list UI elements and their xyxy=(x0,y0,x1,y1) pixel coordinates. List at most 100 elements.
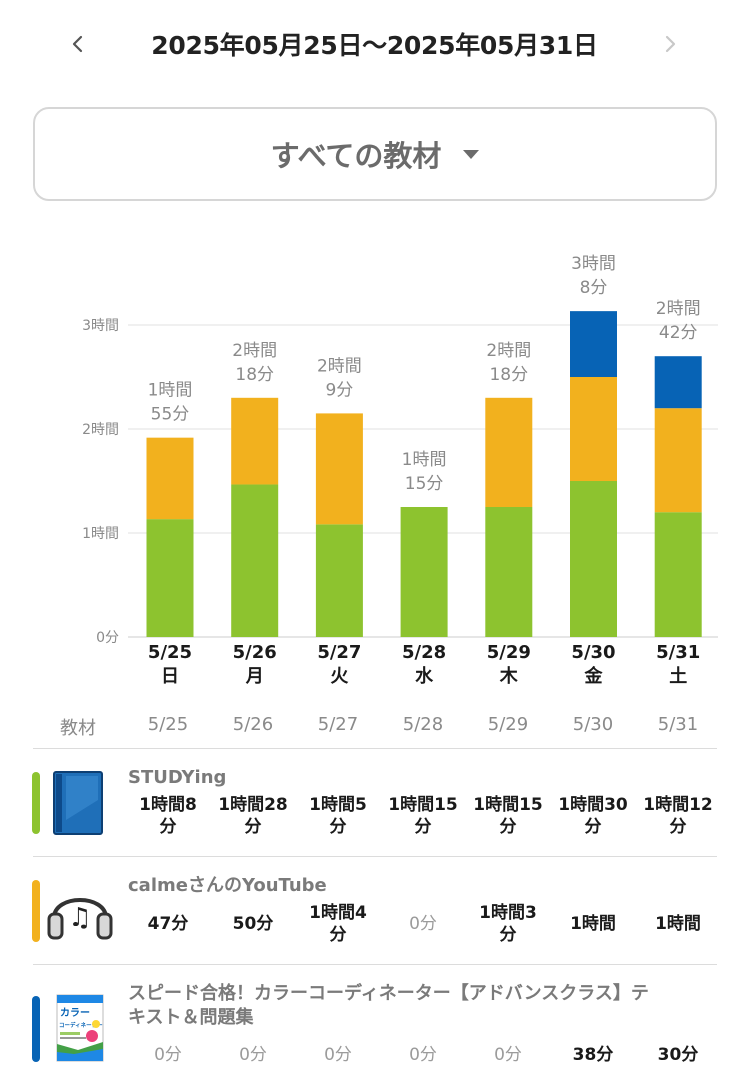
bar-segment xyxy=(146,519,194,637)
table-header-date: 5/31 xyxy=(657,714,699,735)
bar-total-label: 15分 xyxy=(405,474,444,494)
material-row-youtube[interactable]: ♫ calmeさんのYouTube 47分 50分 1時間4 分 0分 1時間3 分… xyxy=(0,866,749,964)
time-cell: 47分 xyxy=(147,914,189,934)
time-cell: 1時間3 分 xyxy=(479,903,537,945)
bar-segment xyxy=(485,397,533,507)
svg-text:カラー: カラー xyxy=(60,1007,90,1019)
x-tick-weekday: 土 xyxy=(669,666,687,687)
table-header: 教材 5/25 5/26 5/27 5/28 5/29 5/30 5/31 xyxy=(0,706,749,746)
bar-segment xyxy=(570,481,617,637)
material-row-studying[interactable]: STUDYing 1時間8 分 1時間28 分 1時間5 分 1時間15 分 1時間15… xyxy=(0,758,749,856)
material-title: スピード合格！カラーコーディネーター【アドバンスクラス】テ キスト＆問題集 xyxy=(128,983,649,1028)
y-tick-label: 1時間 xyxy=(82,526,119,542)
bar-segment xyxy=(654,408,702,513)
bar-segment xyxy=(654,356,702,409)
table-header-date: 5/27 xyxy=(317,714,359,735)
material-row-textbook[interactable]: カラー コーディネーター スピード合格！カラーコーディネーター【アドバンスクラス… xyxy=(0,974,749,1084)
x-tick-label: 5/28 xyxy=(402,642,446,663)
time-cell: 50分 xyxy=(232,914,274,934)
bar-segment xyxy=(654,512,702,637)
x-tick-weekday: 木 xyxy=(499,665,519,687)
bar-segment xyxy=(315,413,363,525)
time-cell: 1時間15 分 xyxy=(473,795,543,837)
y-tick-label: 3時間 xyxy=(82,318,119,334)
time-cell: 1時間28 分 xyxy=(218,795,288,837)
x-tick-weekday: 金 xyxy=(584,665,604,687)
time-cell: 1時間 xyxy=(570,914,616,934)
bar-total-label: 3時間 xyxy=(571,254,616,274)
table-header-date: 5/25 xyxy=(147,714,189,735)
table-header-date: 5/29 xyxy=(487,714,529,735)
bar-segment xyxy=(315,524,363,637)
bar-total-label: 1時間 xyxy=(402,450,447,470)
bar-total-label: 2時間 xyxy=(232,341,277,361)
bar-total-label: 1時間 xyxy=(148,381,193,401)
time-cell: 1時間30 分 xyxy=(558,795,628,837)
caret-down-icon xyxy=(463,149,480,159)
week-header: 2025年05月25日〜2025年05月31日 xyxy=(0,0,749,88)
chevron-left-icon xyxy=(72,35,83,53)
time-cell: 1時間8 分 xyxy=(139,795,197,837)
bar-segment xyxy=(400,507,448,637)
study-time-chart: 0分 1時間 2時間 3時間 1時間 55分 5/25 日 2時間 18分 5/26 月 2時間 9分 5/… xyxy=(0,240,749,690)
bar-total-label: 42分 xyxy=(659,323,698,343)
material-title: calmeさんのYouTube xyxy=(128,875,327,896)
blue-book-icon xyxy=(53,771,103,835)
time-cell: 38分 xyxy=(572,1045,614,1065)
prev-week-button[interactable] xyxy=(56,22,100,66)
x-tick-weekday: 日 xyxy=(161,666,179,687)
time-cell: 0分 xyxy=(239,1045,267,1065)
divider xyxy=(33,964,717,965)
x-tick-weekday: 水 xyxy=(415,665,434,687)
bar-segment xyxy=(231,484,279,637)
svg-text:コーディネーター: コーディネーター xyxy=(59,1021,103,1029)
time-cell: 1時間 xyxy=(655,914,701,934)
time-cell: 0分 xyxy=(409,1045,437,1065)
time-cell: 1時間5 分 xyxy=(309,795,367,837)
x-tick-label: 5/26 xyxy=(233,642,277,663)
bar-total-label: 18分 xyxy=(489,365,528,385)
x-tick-label: 5/25 xyxy=(148,642,192,663)
divider xyxy=(33,748,717,749)
table-header-material: 教材 xyxy=(60,718,96,739)
material-title: STUDYing xyxy=(128,767,227,788)
x-tick-label: 5/31 xyxy=(656,642,700,663)
next-week-button[interactable] xyxy=(648,22,692,66)
table-header-date: 5/28 xyxy=(402,714,444,735)
time-cell: 1時間12 分 xyxy=(643,795,713,837)
table-header-date: 5/30 xyxy=(572,714,614,735)
bar-segment xyxy=(570,377,617,481)
bar-segment xyxy=(146,437,194,520)
bar-total-label: 18分 xyxy=(235,365,274,385)
x-tick-label: 5/27 xyxy=(317,642,361,663)
time-cell: 0分 xyxy=(494,1045,522,1065)
bar-total-label: 2時間 xyxy=(656,299,701,319)
y-tick-label: 0分 xyxy=(96,630,119,646)
headphones-music-icon: ♫ xyxy=(47,898,113,940)
bar-segment xyxy=(570,311,617,377)
material-filter-label: すべての教材 xyxy=(270,139,442,173)
date-range-title: 2025年05月25日〜2025年05月31日 xyxy=(151,31,598,60)
material-color-bar xyxy=(32,996,40,1062)
time-cell: 1時間4 分 xyxy=(309,903,367,945)
y-tick-label: 2時間 xyxy=(82,422,119,438)
stacked-bar-chart: 0分 1時間 2時間 3時間 1時間 55分 5/25 日 2時間 18分 5/26 月 2時間 9分 5/… xyxy=(82,254,718,687)
time-cell: 0分 xyxy=(324,1045,352,1065)
x-tick-label: 5/29 xyxy=(487,642,531,663)
bar-segment xyxy=(231,397,279,485)
bar-total-label: 2時間 xyxy=(486,341,531,361)
time-cell: 1時間15 分 xyxy=(388,795,458,837)
bar-total-label: 8分 xyxy=(580,278,608,298)
bar-total-label: 2時間 xyxy=(317,356,362,376)
divider xyxy=(33,856,717,857)
time-cell: 0分 xyxy=(154,1045,182,1065)
material-color-bar xyxy=(32,880,40,942)
bar-total-label: 9分 xyxy=(325,380,353,400)
material-filter-dropdown[interactable]: すべての教材 xyxy=(33,107,717,201)
material-color-bar xyxy=(32,772,40,834)
x-tick-weekday: 月 xyxy=(245,666,264,687)
svg-text:♫: ♫ xyxy=(68,903,91,933)
bar-total-label: 55分 xyxy=(151,405,190,425)
bar-segment xyxy=(485,507,533,637)
x-tick-weekday: 火 xyxy=(330,666,349,687)
